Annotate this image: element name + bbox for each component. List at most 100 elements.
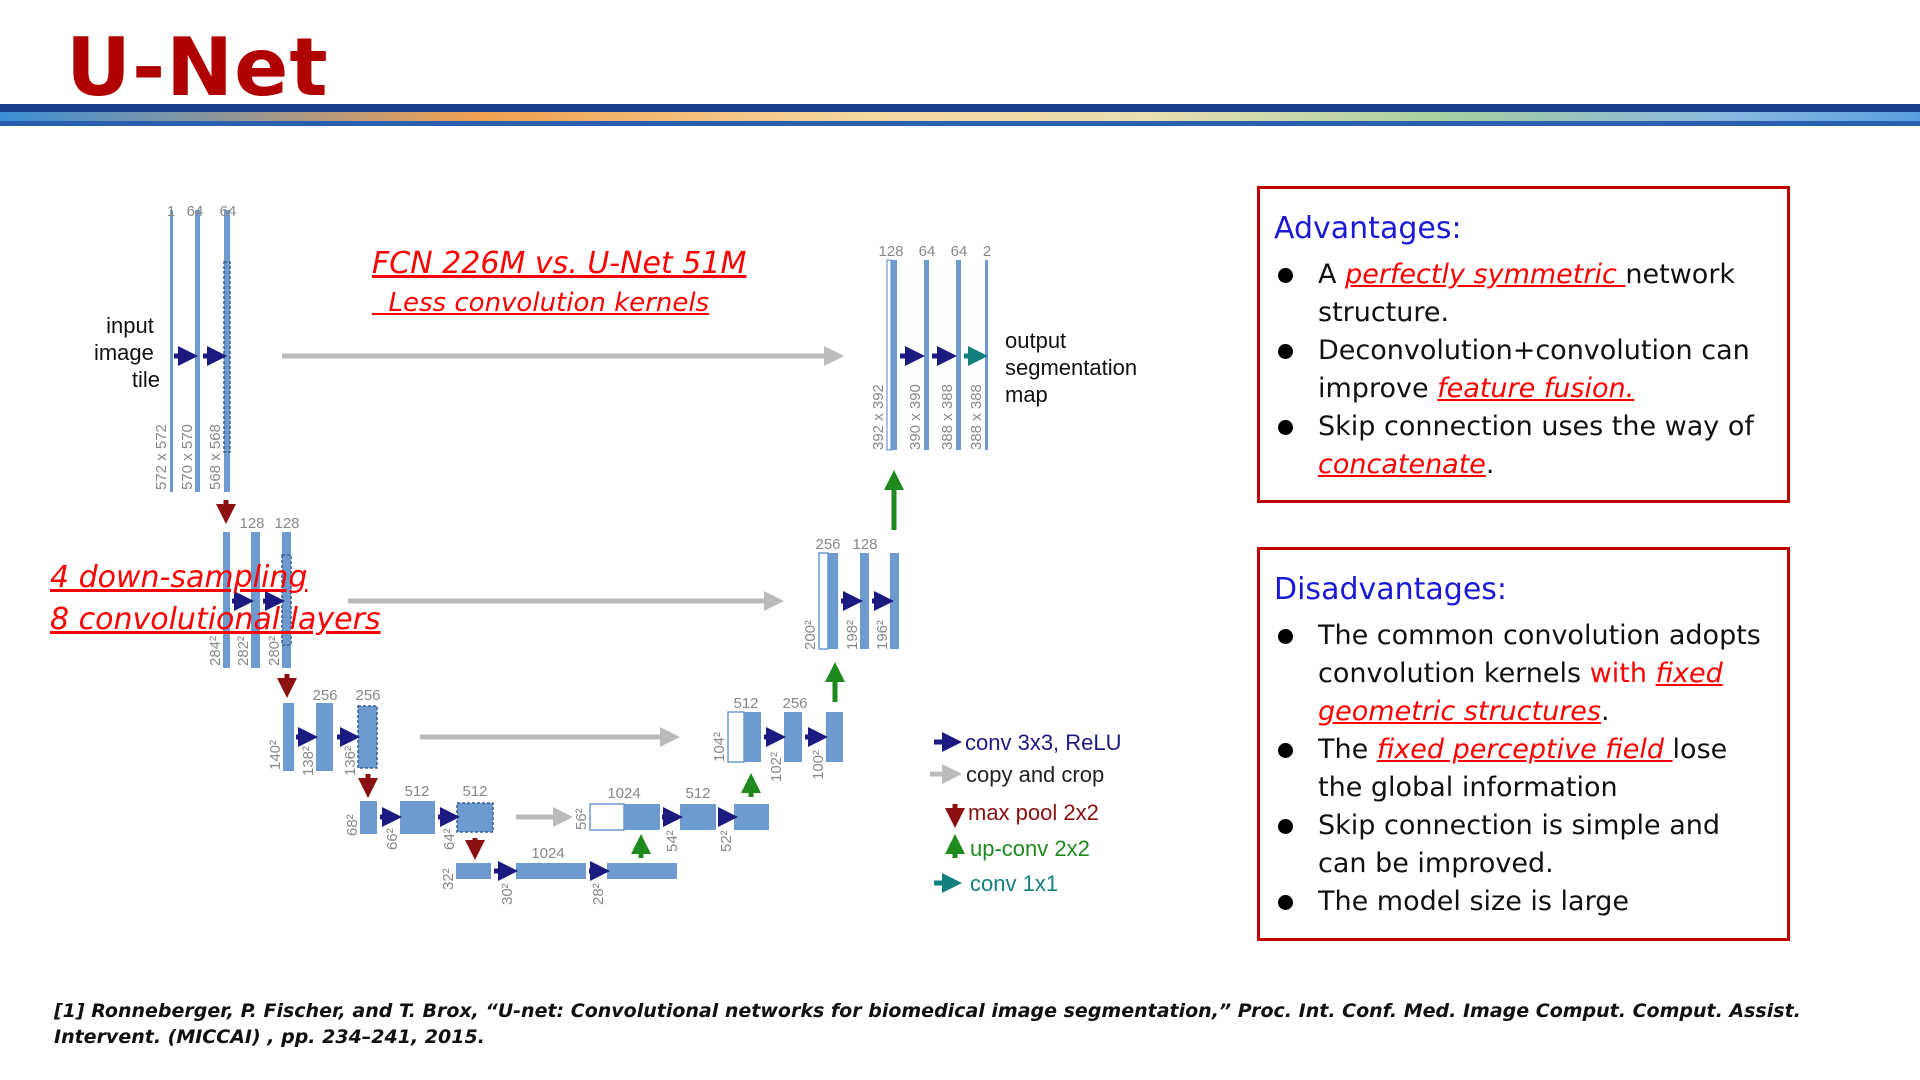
list-item: The fixed perceptive field lose the glob… [1274,731,1769,807]
size-label: 104² [711,732,728,762]
size-label: 136² [342,746,359,776]
channel-count: 512 [404,783,429,800]
output-label: output segmentation map [1005,328,1143,407]
feature-map-block [282,532,291,668]
feature-map-block [826,712,843,762]
cropped-copy-block [727,711,745,763]
highlight-text: fixed perceptive field [1376,734,1673,765]
size-label: 284² [207,636,224,666]
size-label: 568 x 568 [207,424,224,490]
size-label: 388 x 388 [939,384,956,450]
fcn-comparison-note: FCN 226M vs. U-Net 51M [372,246,747,281]
size-label: 196² [874,620,891,650]
disadvantages-title: Disadvantages: [1274,572,1508,607]
feature-map-block [516,863,586,879]
highlight-text: fixed geometric structures [1318,658,1723,727]
item-text: Deconvolution+convolution can improve [1318,335,1750,404]
feature-map-block [680,804,716,830]
channel-count: 128 [274,515,299,532]
highlight-text: concatenate [1318,449,1486,480]
list-item: Deconvolution+convolution can improve fe… [1274,332,1769,408]
item-text: The common convolution adopts convolutio… [1318,620,1761,689]
red-text: with [1589,658,1656,689]
feature-map-block [784,712,802,762]
channel-count: 256 [355,687,380,704]
disadvantages-list: The common convolution adopts convolutio… [1274,617,1769,921]
legend-label: conv 1x1 [970,871,1058,896]
size-label: 388 x 388 [968,384,985,450]
feature-map-block [456,863,491,879]
cropped-copy-block [589,803,625,831]
fewer-kernels-text: Less convolution kernels [388,288,710,318]
feature-map-block [744,712,761,762]
feature-map-block [456,802,494,833]
feature-map-block [860,553,869,649]
channel-count: 512 [685,785,710,802]
item-text: The model size is large [1318,886,1629,917]
channel-count: 128 [852,536,877,553]
feature-map-block [891,260,897,450]
channel-count: 256 [815,536,840,553]
feature-map-block [607,863,677,879]
size-label: 28² [590,883,607,905]
highlight-text: perfectly symmetric [1345,259,1626,290]
feature-map-block [734,804,769,830]
size-label: 32² [440,868,457,890]
size-label: 280² [266,636,283,666]
cropped-copy-block [818,552,829,650]
list-item: The common convolution adopts convolutio… [1274,617,1769,731]
size-label: 100² [810,750,827,780]
input-label: input image tile [94,313,160,392]
output-map-block [985,260,988,450]
size-label: 102² [768,752,785,782]
channel-count: 64 [187,203,204,220]
size-label: 56² [573,808,590,830]
channel-count: 64 [220,203,237,220]
feature-map-block [400,801,435,834]
list-item: Skip connection is simple and can be imp… [1274,807,1769,883]
feature-map-block [224,210,230,492]
size-label: 198² [844,620,861,650]
conv-layers-note: 8 convolutional layers [50,602,381,637]
size-label: 30² [499,883,516,905]
cropped-copy-block [886,259,892,451]
feature-map-block [316,703,333,771]
size-label: 282² [235,636,252,666]
list-item: The model size is large [1274,883,1769,921]
item-text: Skip connection is simple and can be imp… [1318,810,1720,879]
legend-label: max pool 2x2 [968,800,1099,825]
channel-count: 64 [919,243,936,260]
advantages-panel: Advantages: A perfectly symmetric networ… [1257,186,1790,503]
feature-map-block [924,260,929,450]
disadvantages-panel: Disadvantages: The common convolution ad… [1257,547,1790,941]
channel-count: 2 [983,243,991,260]
feature-map-block [357,705,378,769]
channel-count: 1 [167,203,175,220]
list-item: A perfectly symmetric network structure. [1274,256,1769,332]
feature-map-block [956,260,961,450]
fewer-kernels-note: Less convolution kernels [372,288,710,318]
reference-citation: [1] Ronneberger, P. Fischer, and T. Brox… [54,1000,1801,1048]
highlight-text: feature fusion. [1437,373,1635,404]
channel-count: 256 [782,695,807,712]
feature-map-block [223,532,230,668]
item-text: The [1318,734,1377,765]
advantages-title: Advantages: [1274,211,1462,246]
slide-title: U-Net [66,21,329,114]
channel-count: 128 [878,243,903,260]
item-text: lose the global information [1318,734,1728,803]
legend-label: conv 3x3, ReLU [965,730,1122,755]
size-label: 200² [802,620,819,650]
feature-map-block [890,553,899,649]
advantages-list: A perfectly symmetric network structure.… [1274,256,1769,484]
feature-map-block [251,532,260,668]
size-label: 570 x 570 [179,424,196,490]
size-label: 68² [344,814,361,836]
channel-count: 128 [239,515,264,532]
channel-count: 512 [733,695,758,712]
size-label: 572 x 572 [153,424,170,490]
item-text: A [1318,259,1346,290]
list-item: Skip connection uses the way of concaten… [1274,408,1769,484]
size-label: 140² [267,740,284,770]
